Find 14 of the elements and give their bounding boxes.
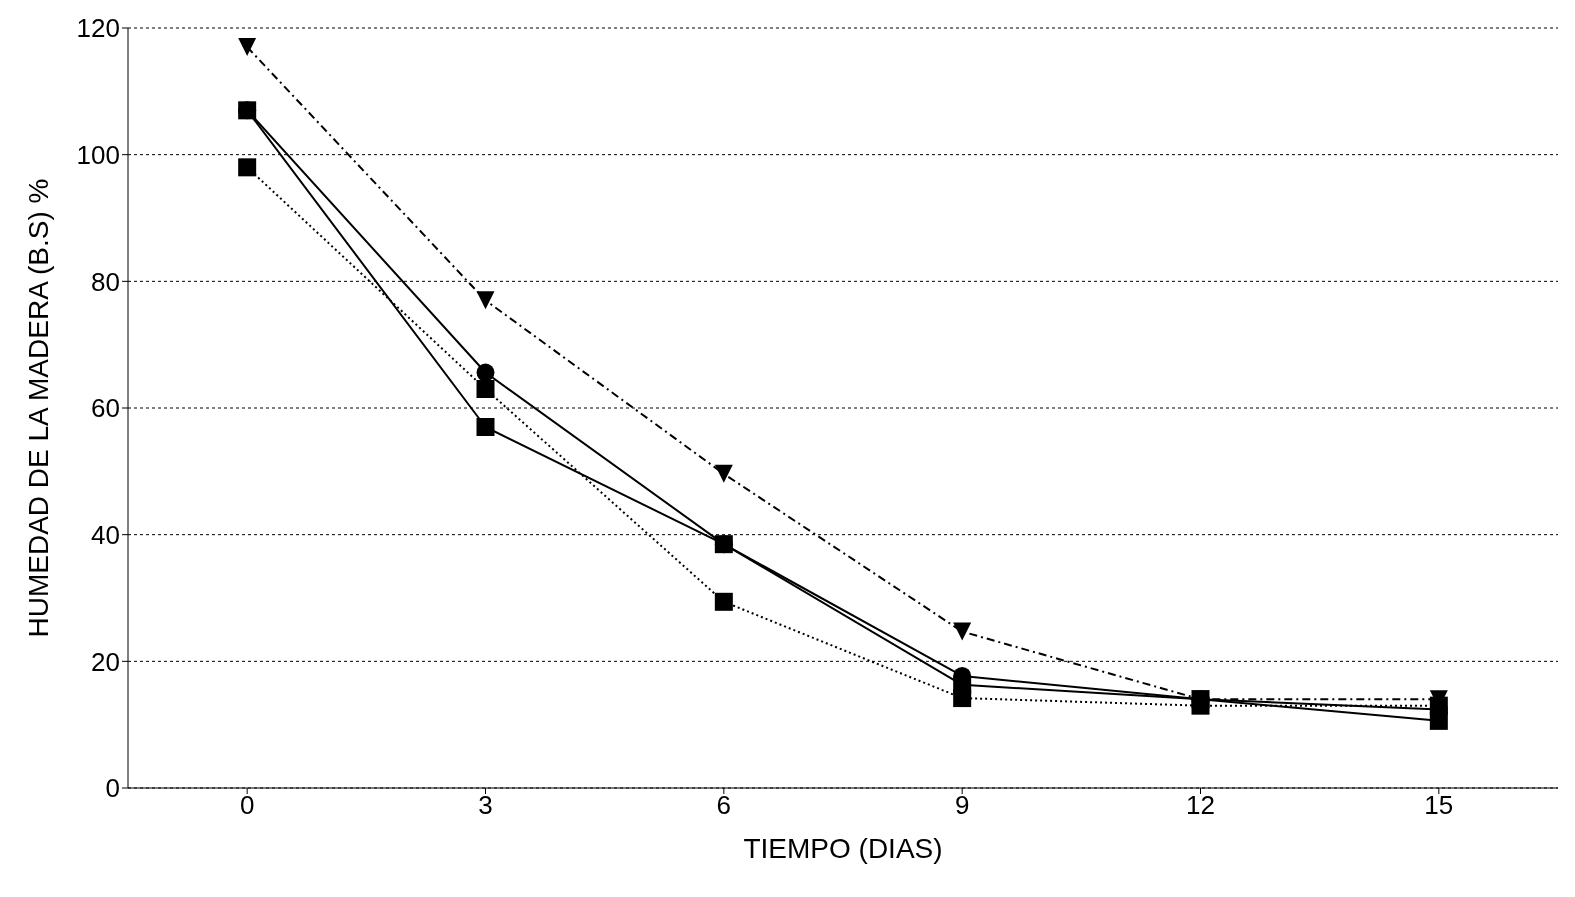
y-axis-title: HUMEDAD DE LA MADERA (B.S) % bbox=[22, 178, 54, 638]
x-tick-label: 9 bbox=[954, 790, 970, 821]
x-tick-label: 6 bbox=[716, 790, 732, 821]
x-tick-label: 15 bbox=[1424, 790, 1454, 821]
x-tick-label: 0 bbox=[239, 790, 255, 821]
y-tick-label: 40 bbox=[91, 519, 120, 550]
x-tick-label: 12 bbox=[1186, 790, 1215, 821]
x-tick-label: 3 bbox=[478, 790, 493, 821]
y-tick-label: 20 bbox=[91, 646, 120, 677]
y-tick-label: 120 bbox=[76, 13, 120, 44]
y-tick-label: 100 bbox=[76, 139, 120, 170]
y-tick-label: 60 bbox=[91, 393, 120, 424]
y-tick-label: 80 bbox=[91, 266, 120, 297]
x-axis-title: TIEMPO (DIAS) bbox=[743, 833, 943, 864]
